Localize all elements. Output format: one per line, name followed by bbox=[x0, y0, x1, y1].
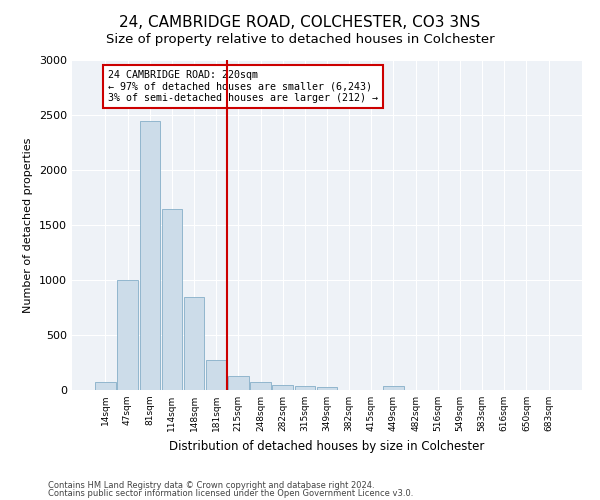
Bar bbox=[161, 208, 182, 390]
Bar bbox=[383, 386, 404, 390]
Bar bbox=[250, 382, 271, 390]
X-axis label: Distribution of detached houses by size in Colchester: Distribution of detached houses by size … bbox=[169, 440, 485, 452]
Text: Contains HM Land Registry data © Crown copyright and database right 2024.: Contains HM Land Registry data © Crown c… bbox=[48, 480, 374, 490]
Bar bbox=[206, 360, 226, 390]
Bar bbox=[140, 120, 160, 390]
Bar bbox=[317, 386, 337, 390]
Bar bbox=[95, 382, 116, 390]
Text: 24 CAMBRIDGE ROAD: 220sqm
← 97% of detached houses are smaller (6,243)
3% of sem: 24 CAMBRIDGE ROAD: 220sqm ← 97% of detac… bbox=[108, 70, 378, 103]
Y-axis label: Number of detached properties: Number of detached properties bbox=[23, 138, 34, 312]
Bar bbox=[272, 384, 293, 390]
Text: Size of property relative to detached houses in Colchester: Size of property relative to detached ho… bbox=[106, 32, 494, 46]
Bar bbox=[295, 386, 315, 390]
Bar bbox=[118, 280, 138, 390]
Text: Contains public sector information licensed under the Open Government Licence v3: Contains public sector information licen… bbox=[48, 489, 413, 498]
Bar bbox=[228, 376, 248, 390]
Text: 24, CAMBRIDGE ROAD, COLCHESTER, CO3 3NS: 24, CAMBRIDGE ROAD, COLCHESTER, CO3 3NS bbox=[119, 15, 481, 30]
Bar bbox=[184, 296, 204, 390]
